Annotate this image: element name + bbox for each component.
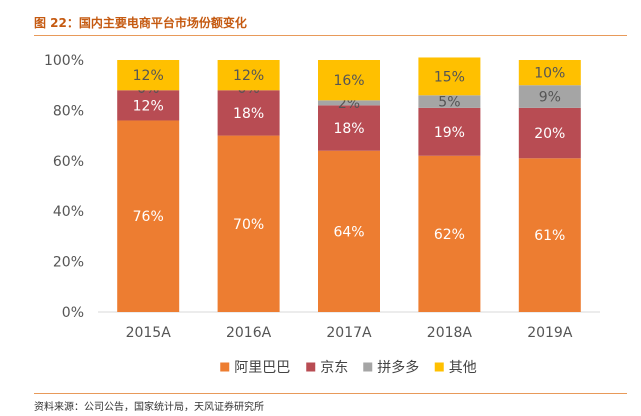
bar-segment bbox=[318, 100, 380, 106]
data-label: 5% bbox=[438, 95, 460, 111]
legend-label: 京东 bbox=[320, 360, 348, 376]
source-note: 资料来源：公司公告，国家统计局，天风证券研究所 bbox=[34, 402, 264, 413]
bar-segment bbox=[117, 120, 180, 312]
y-tick-label: 40% bbox=[53, 204, 84, 220]
bar-segment bbox=[217, 60, 280, 91]
y-tick-label: 80% bbox=[53, 103, 84, 119]
y-tick-label: 60% bbox=[53, 154, 84, 170]
legend-swatch bbox=[220, 362, 230, 372]
y-tick-label: 0% bbox=[62, 305, 84, 321]
legend-label: 阿里巴巴 bbox=[234, 360, 290, 376]
data-label: 61% bbox=[534, 228, 565, 244]
bar-segment bbox=[418, 95, 481, 108]
data-label: 18% bbox=[233, 106, 264, 122]
data-label: 12% bbox=[133, 68, 164, 84]
data-label: 19% bbox=[434, 125, 465, 141]
y-tick-label: 100% bbox=[44, 53, 84, 69]
bar-segment bbox=[418, 155, 481, 312]
legend-swatch bbox=[434, 362, 444, 372]
data-label: 12% bbox=[233, 68, 264, 84]
data-label: 18% bbox=[333, 121, 364, 137]
data-label: 64% bbox=[333, 224, 364, 240]
bar-segment bbox=[418, 107, 481, 156]
x-tick-label: 2016A bbox=[226, 325, 272, 341]
legend-swatch bbox=[363, 362, 373, 372]
bar-segment bbox=[117, 60, 180, 91]
legend-swatch bbox=[306, 362, 316, 372]
bar-segment bbox=[418, 57, 481, 96]
stacked-bar-chart: 0%20%40%60%80%100%76%12%0%12%2015A70%18%… bbox=[44, 53, 600, 376]
data-label: 12% bbox=[133, 98, 164, 114]
bar-segment bbox=[518, 158, 581, 312]
bar-segment bbox=[318, 105, 380, 151]
bar-segment bbox=[117, 90, 180, 121]
bar-segment bbox=[318, 60, 380, 101]
source-divider bbox=[34, 393, 627, 394]
y-tick-label: 20% bbox=[53, 255, 84, 271]
bar-segment bbox=[318, 150, 380, 312]
data-label: 15% bbox=[434, 69, 465, 85]
bar-segment bbox=[217, 135, 280, 312]
legend-label: 其他 bbox=[449, 360, 477, 376]
x-tick-label: 2019A bbox=[527, 325, 573, 341]
bar-segment bbox=[217, 90, 280, 136]
data-label: 70% bbox=[233, 217, 264, 233]
data-label: 76% bbox=[133, 209, 164, 225]
data-label: 10% bbox=[534, 66, 565, 82]
bar-segment bbox=[518, 107, 581, 159]
x-tick-label: 2018A bbox=[427, 325, 473, 341]
data-label: 16% bbox=[333, 73, 364, 89]
title-divider bbox=[34, 35, 627, 36]
x-tick-label: 2017A bbox=[326, 325, 372, 341]
legend-label: 拼多多 bbox=[377, 359, 419, 376]
data-label: 9% bbox=[539, 90, 561, 106]
bar-segment bbox=[518, 85, 581, 108]
data-label: 20% bbox=[534, 126, 565, 142]
chart-title: 图 22：国内主要电商平台市场份额变化 bbox=[34, 16, 247, 30]
bar-segment bbox=[518, 60, 581, 86]
x-tick-label: 2015A bbox=[126, 325, 172, 341]
data-label: 62% bbox=[434, 227, 465, 243]
